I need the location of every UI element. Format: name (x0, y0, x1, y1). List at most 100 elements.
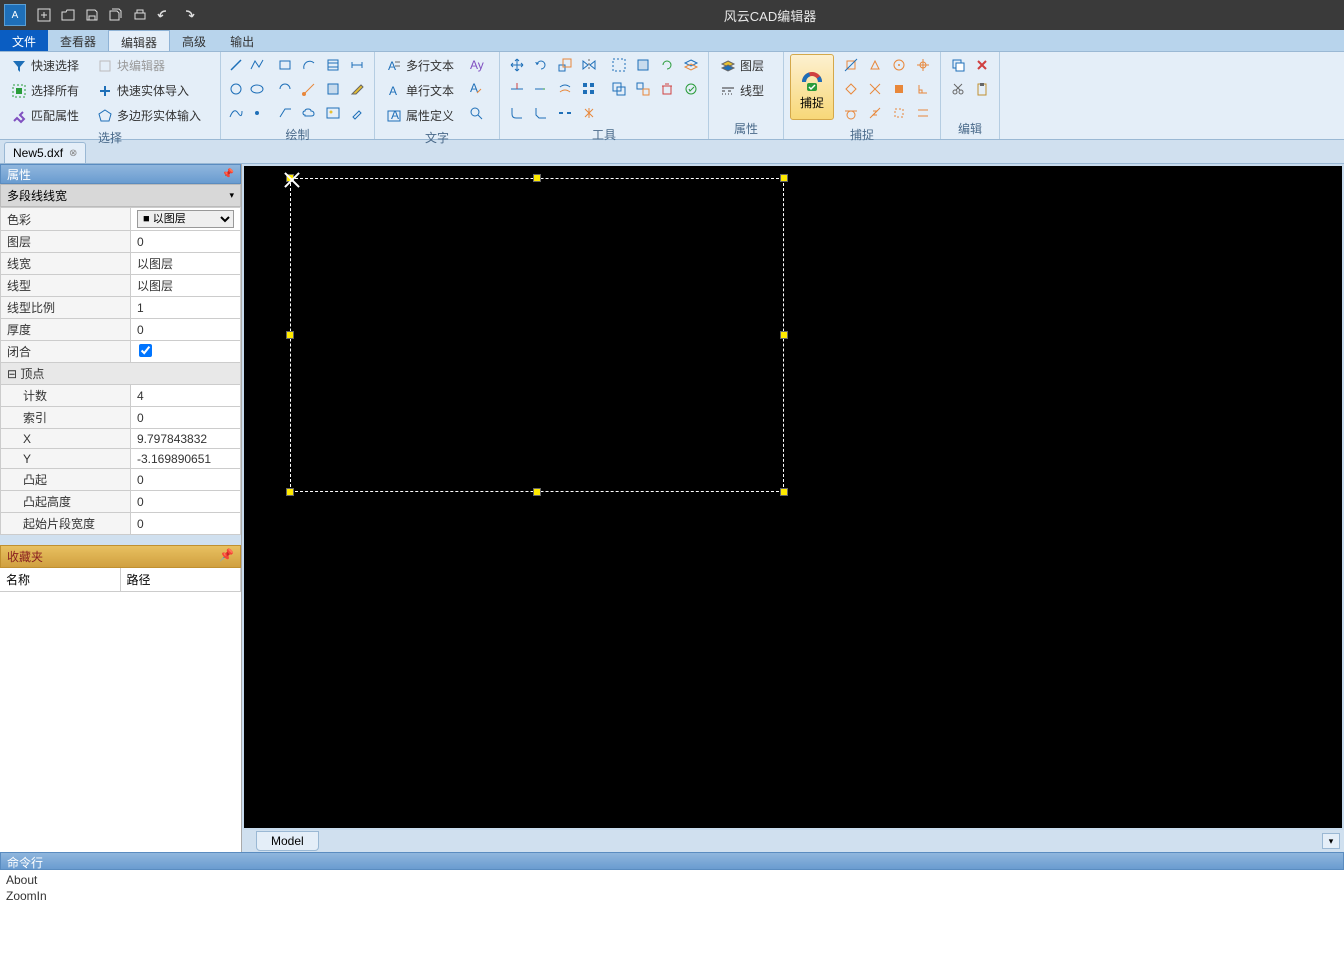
print-icon[interactable] (129, 4, 151, 26)
prop-y-value[interactable]: -3.169890651 (131, 449, 241, 469)
snap-tan-icon[interactable] (840, 102, 862, 124)
dropper-icon[interactable] (346, 102, 368, 124)
snap-button[interactable]: 捕捉 (790, 54, 834, 120)
quick-entity-button[interactable]: 快速实体导入 (92, 79, 206, 102)
prop-layer-value[interactable]: 0 (131, 231, 241, 253)
fav-col-path[interactable]: 路径 (121, 568, 242, 591)
rect-icon[interactable] (274, 54, 296, 76)
doc-tab[interactable]: New5.dxf ⊗ (4, 142, 86, 163)
tab-dropdown-icon[interactable]: ▾ (1322, 833, 1340, 849)
color-select[interactable]: ■ 以图层 (137, 210, 234, 228)
properties-objtype[interactable]: 多段线线宽 ▾ (0, 184, 241, 207)
rotate-icon[interactable] (530, 54, 552, 76)
hatch-icon[interactable] (322, 54, 344, 76)
fav-col-name[interactable]: 名称 (0, 568, 121, 591)
cloud-icon[interactable] (298, 102, 320, 124)
open-icon[interactable] (57, 4, 79, 26)
chamfer-icon[interactable] (530, 102, 552, 124)
pin-icon[interactable]: 📌 (222, 169, 234, 180)
dim-icon[interactable] (346, 54, 368, 76)
snap-ins-icon[interactable] (888, 78, 910, 100)
arc-icon[interactable] (298, 54, 320, 76)
prop-lt-value[interactable]: 以图层 (131, 275, 241, 297)
tedit-icon[interactable]: A (467, 80, 485, 98)
copy-icon[interactable] (947, 54, 969, 76)
chevron-down-icon[interactable]: ▾ (229, 190, 234, 201)
line-icon[interactable] (227, 56, 245, 74)
command-body[interactable]: About ZoomIn (0, 870, 1344, 917)
snap-par-icon[interactable] (912, 102, 934, 124)
attrdef-button[interactable]: A属性定义 (381, 104, 459, 127)
snap-app-icon[interactable] (888, 102, 910, 124)
arc2-icon[interactable] (274, 78, 296, 100)
region-icon[interactable] (322, 78, 344, 100)
handle-bm[interactable] (533, 488, 541, 496)
regen-icon[interactable] (656, 54, 678, 76)
snap-mid-icon[interactable] (864, 54, 886, 76)
snap-qua-icon[interactable] (840, 78, 862, 100)
prop-lts-value[interactable]: 1 (131, 297, 241, 319)
match-prop-button[interactable]: 匹配属性 (6, 104, 84, 127)
saveall-icon[interactable] (105, 4, 127, 26)
selection-rect[interactable] (290, 178, 784, 492)
pin-icon[interactable]: 📌 (219, 548, 234, 565)
handle-mr[interactable] (780, 331, 788, 339)
polyline-icon[interactable] (248, 56, 266, 74)
handle-tm[interactable] (533, 174, 541, 182)
menu-output[interactable]: 输出 (218, 30, 266, 51)
menu-viewer[interactable]: 查看器 (48, 30, 108, 51)
handle-tr[interactable] (780, 174, 788, 182)
prop-x-value[interactable]: 9.797843832 (131, 429, 241, 449)
trim-icon[interactable] (506, 78, 528, 100)
point-icon[interactable] (248, 104, 266, 122)
prop-vertex-section[interactable]: ⊟ 顶点 (1, 363, 241, 385)
poly-entity-button[interactable]: 多边形实体输入 (92, 104, 206, 127)
model-tab[interactable]: Model (256, 831, 319, 851)
cut-icon[interactable] (947, 78, 969, 100)
break-icon[interactable] (554, 102, 576, 124)
menu-advanced[interactable]: 高级 (170, 30, 218, 51)
ltype-button[interactable]: 线型 (715, 79, 769, 102)
group-icon[interactable] (608, 78, 630, 100)
new-icon[interactable] (33, 4, 55, 26)
menu-file[interactable]: 文件 (0, 30, 48, 51)
undo-icon[interactable] (153, 4, 175, 26)
layer-button[interactable]: 图层 (715, 54, 769, 77)
paste-icon[interactable] (971, 78, 993, 100)
selwin-icon[interactable] (608, 54, 630, 76)
snap-end-icon[interactable] (840, 54, 862, 76)
circle-icon[interactable] (227, 80, 245, 98)
delete-icon[interactable] (971, 54, 993, 76)
handle-br[interactable] (780, 488, 788, 496)
audit-icon[interactable] (680, 78, 702, 100)
array-icon[interactable] (578, 78, 600, 100)
closed-checkbox[interactable] (139, 344, 152, 357)
snap-int-icon[interactable] (864, 78, 886, 100)
snap-near-icon[interactable] (864, 102, 886, 124)
block2-icon[interactable] (632, 54, 654, 76)
prop-thk-value[interactable]: 0 (131, 319, 241, 341)
move-icon[interactable] (506, 54, 528, 76)
save-icon[interactable] (81, 4, 103, 26)
spline-icon[interactable] (227, 104, 245, 122)
snap-cen-icon[interactable] (888, 54, 910, 76)
prop-lwt-value[interactable]: 以图层 (131, 253, 241, 275)
ellipse-icon[interactable] (248, 80, 266, 98)
drawing-canvas[interactable] (244, 166, 1342, 828)
leader-icon[interactable] (274, 102, 296, 124)
purge-icon[interactable] (656, 78, 678, 100)
image-icon[interactable] (322, 102, 344, 124)
prop-sw-value[interactable]: 0 (131, 513, 241, 535)
handle-bl[interactable] (286, 488, 294, 496)
fillet-icon[interactable] (506, 102, 528, 124)
tfind-icon[interactable] (467, 104, 485, 122)
snap-node-icon[interactable] (912, 54, 934, 76)
select-all-button[interactable]: 选择所有 (6, 79, 84, 102)
prop-bulge-value[interactable]: 0 (131, 469, 241, 491)
block-edit-button[interactable]: 块编辑器 (92, 54, 206, 77)
pencil-icon[interactable] (346, 78, 368, 100)
offset-icon[interactable] (554, 78, 576, 100)
extend-icon[interactable] (530, 78, 552, 100)
layers-icon[interactable] (680, 54, 702, 76)
ray-icon[interactable] (298, 78, 320, 100)
